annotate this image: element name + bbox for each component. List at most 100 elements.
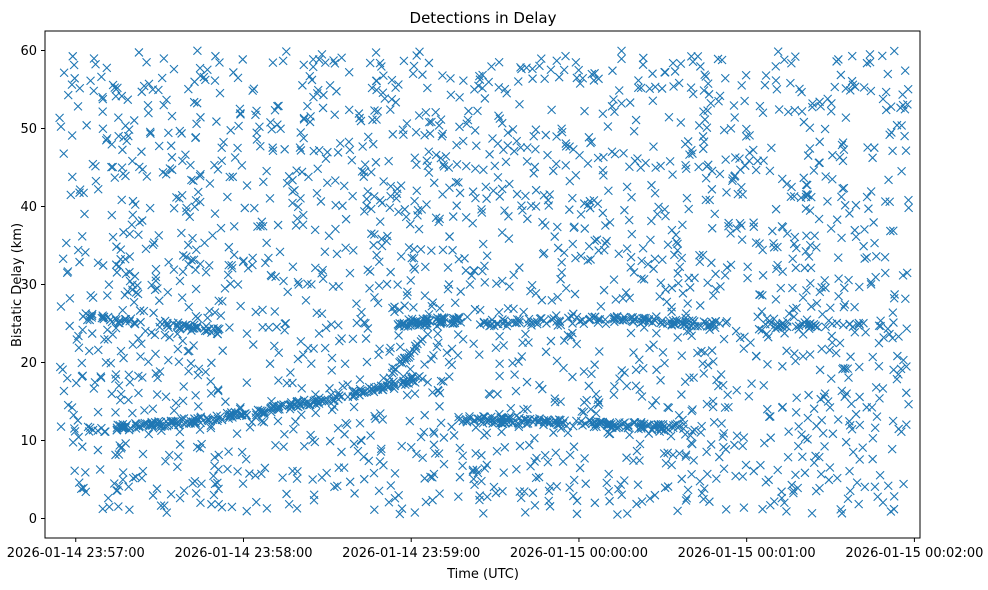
data-point-clutter xyxy=(320,58,330,68)
data-point-clutter xyxy=(169,64,179,74)
data-point-clutter xyxy=(629,126,639,136)
data-point-clutter xyxy=(838,184,848,194)
data-point-clutter xyxy=(299,133,309,143)
data-point-clutter xyxy=(279,442,289,452)
data-point-clutter xyxy=(698,359,708,368)
data-point-clutter xyxy=(402,119,412,128)
data-point-target-track-rising xyxy=(196,413,205,423)
data-point-clutter xyxy=(647,180,656,190)
data-point-clutter xyxy=(316,197,326,206)
data-point-clutter xyxy=(888,333,897,343)
data-point-clutter xyxy=(493,389,502,399)
data-point-clutter xyxy=(607,147,617,157)
data-point-clutter xyxy=(705,497,714,507)
data-point-clutter xyxy=(889,293,899,303)
data-point-clutter xyxy=(362,194,372,204)
data-point-clutter xyxy=(495,359,505,369)
data-point-clutter xyxy=(97,72,106,82)
data-point-clutter xyxy=(151,264,161,274)
data-point-clutter xyxy=(296,337,306,346)
data-point-clutter xyxy=(531,202,541,211)
data-point-clutter xyxy=(403,287,412,297)
data-point-clutter xyxy=(478,508,488,518)
data-point-clutter xyxy=(812,421,821,431)
data-point-clutter xyxy=(91,176,101,186)
data-point-clutter xyxy=(685,150,694,159)
data-point-clutter xyxy=(264,323,274,332)
data-point-clutter xyxy=(191,390,201,400)
data-point-clutter xyxy=(760,80,770,90)
data-point-clutter xyxy=(111,370,121,379)
data-point-clutter xyxy=(374,257,384,267)
data-point-clutter xyxy=(355,375,365,385)
data-point-clutter xyxy=(670,67,680,76)
data-point-clutter xyxy=(84,346,94,356)
data-point-clutter xyxy=(468,467,478,476)
data-point-clutter xyxy=(236,402,245,412)
data-point-clutter xyxy=(270,105,280,115)
data-point-clutter xyxy=(125,252,135,261)
data-point-clutter xyxy=(720,73,730,83)
data-point-clutter xyxy=(295,143,305,153)
data-point-clutter xyxy=(799,173,809,183)
data-point-clutter xyxy=(280,325,290,335)
data-point-clutter xyxy=(309,92,318,102)
data-point-clutter xyxy=(89,54,99,63)
data-point-clutter xyxy=(119,227,128,237)
data-point-clutter xyxy=(438,190,447,199)
data-point-clutter xyxy=(516,143,526,152)
data-point-clutter xyxy=(726,228,735,238)
data-point-clutter xyxy=(789,349,799,358)
x-tick-label: 2026-01-15 00:02:00 xyxy=(845,546,983,561)
data-point-clutter xyxy=(236,108,245,118)
data-point-clutter xyxy=(797,452,807,462)
data-point-target-track-flat-12km xyxy=(568,421,578,431)
data-point-clutter xyxy=(366,431,375,440)
data-point-clutter xyxy=(683,485,693,495)
data-point-clutter xyxy=(552,481,562,491)
data-point-clutter xyxy=(495,371,504,381)
data-point-clutter xyxy=(497,184,507,194)
data-point-clutter xyxy=(386,191,396,201)
data-point-clutter xyxy=(274,376,283,385)
data-point-clutter xyxy=(855,455,865,464)
data-point-clutter xyxy=(667,302,676,312)
data-point-clutter xyxy=(210,209,220,219)
data-point-clutter xyxy=(429,178,439,188)
data-point-clutter xyxy=(699,369,709,378)
data-point-clutter xyxy=(827,331,837,341)
data-point-clutter xyxy=(284,499,294,509)
data-point-clutter xyxy=(504,179,514,189)
data-point-clutter xyxy=(449,431,459,440)
data-point-clutter xyxy=(604,469,614,479)
data-point-clutter xyxy=(215,88,225,98)
data-point-clutter xyxy=(641,158,651,168)
data-point-clutter xyxy=(553,321,563,330)
data-point-clutter xyxy=(771,62,781,71)
y-tick-label: 20 xyxy=(20,356,37,371)
data-point-clutter xyxy=(62,373,72,383)
data-point-clutter xyxy=(722,263,732,272)
data-point-clutter xyxy=(455,472,465,482)
data-point-clutter xyxy=(108,162,118,172)
data-point-clutter xyxy=(650,254,660,264)
data-point-clutter xyxy=(488,134,497,143)
data-point-clutter xyxy=(661,285,670,294)
data-point-clutter xyxy=(405,416,415,426)
data-point-clutter xyxy=(802,315,812,325)
data-point-clutter xyxy=(402,390,412,400)
data-point-clutter xyxy=(136,352,145,361)
data-point-clutter xyxy=(724,218,734,228)
data-point-clutter xyxy=(468,187,478,197)
data-point-clutter xyxy=(789,239,799,249)
data-point-clutter xyxy=(489,482,499,492)
data-point-clutter xyxy=(669,82,678,91)
data-point-track-25km xyxy=(181,320,190,330)
data-point-clutter xyxy=(436,115,446,125)
data-point-clutter xyxy=(159,54,169,63)
data-point-clutter xyxy=(385,203,395,213)
data-point-clutter xyxy=(773,465,783,475)
data-point-target-track-flat-12km xyxy=(571,416,581,426)
data-point-clutter xyxy=(325,436,335,446)
data-point-clutter xyxy=(193,370,203,380)
